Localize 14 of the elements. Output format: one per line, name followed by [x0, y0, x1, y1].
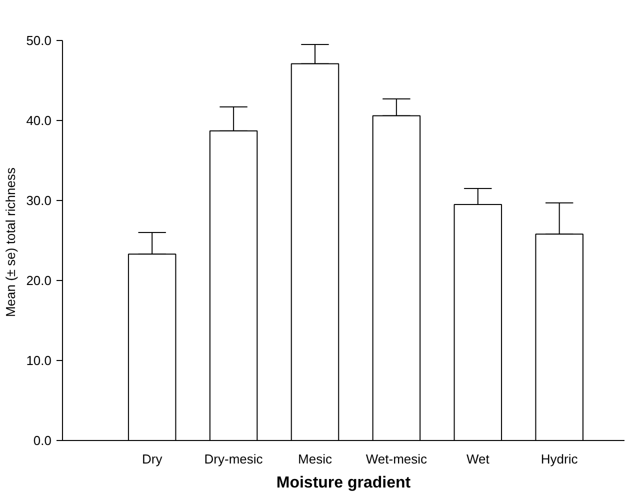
x-tick-label: Dry — [142, 452, 163, 466]
x-tick-label: Dry-mesic — [204, 452, 264, 466]
x-axis-title: Moisture gradient — [276, 474, 412, 492]
y-axis-title: Mean (± se) total richness — [3, 167, 18, 318]
x-tick-label: Wet-mesic — [366, 452, 428, 466]
y-tick-label: 0.0 — [33, 433, 52, 448]
y-tick-label: 30.0 — [26, 193, 52, 208]
x-tick-label: Mesic — [298, 452, 332, 466]
x-tick-label: Hydric — [540, 452, 578, 466]
x-tick-label: Wet — [466, 452, 490, 466]
y-tick-label: 20.0 — [26, 273, 52, 288]
y-tick-label: 50.0 — [26, 33, 52, 48]
y-tick-label: 10.0 — [26, 353, 52, 368]
y-tick-label: 40.0 — [26, 113, 52, 128]
